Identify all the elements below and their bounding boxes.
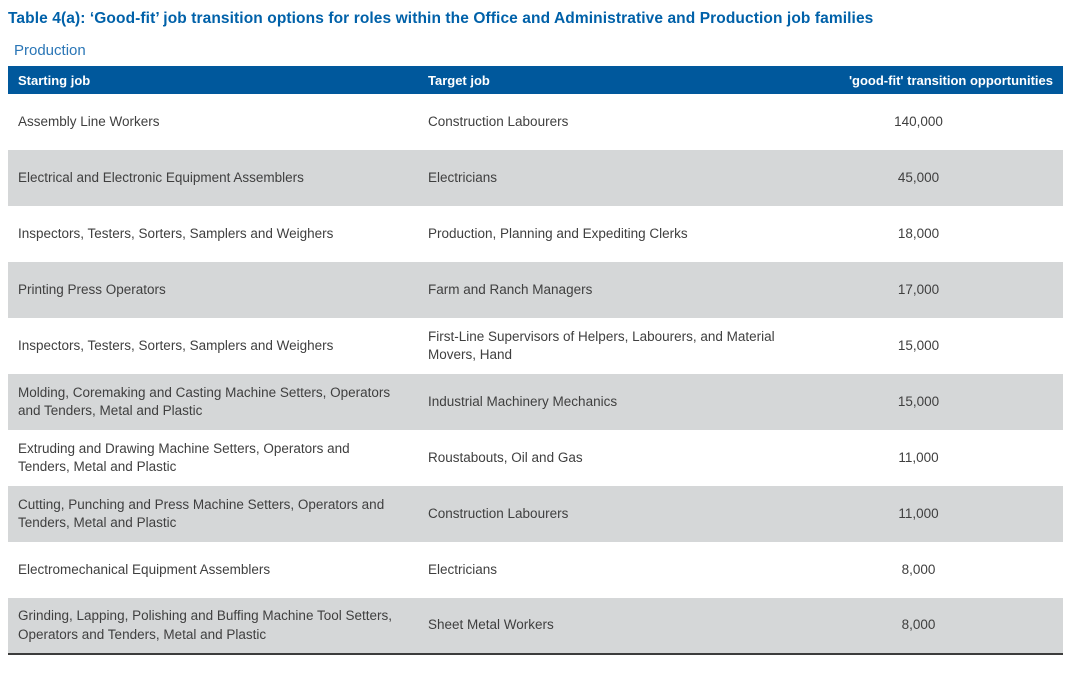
opportunities-cell: 11,000	[830, 486, 1063, 542]
target-job-cell: Electricians	[428, 561, 498, 577]
starting-job-cell: Inspectors, Testers, Sorters, Samplers a…	[18, 225, 334, 241]
table-row: Molding, Coremaking and Casting Machine …	[8, 374, 1063, 430]
starting-job-cell: Printing Press Operators	[8, 262, 418, 318]
table-row: Assembly Line Workers Construction Labour…	[8, 94, 1063, 150]
target-job-cell: Sheet Metal Workers	[418, 598, 830, 654]
job-transition-table: Starting job Target job 'good-fit' trans…	[8, 66, 1063, 655]
opportunities-cell: 8,000	[901, 561, 936, 577]
opportunities-cell: 140,000	[894, 113, 943, 129]
table-row: Electromechanical Equipment Assemblers El…	[8, 542, 1063, 598]
table-title: Table 4(a): ‘Good-fit’ job transition op…	[8, 10, 874, 27]
target-job-cell: Construction Labourers	[418, 486, 830, 542]
target-job-cell: Electricians	[418, 150, 830, 206]
starting-job-cell: Electromechanical Equipment Assemblers	[18, 561, 271, 577]
target-job-cell: Industrial Machinery Mechanics	[418, 374, 830, 430]
table-row: Electrical and Electronic Equipment Asse…	[8, 150, 1063, 206]
starting-job-cell: Grinding, Lapping, Polishing and Buffing…	[8, 598, 418, 654]
starting-job-cell: Extruding and Drawing Machine Setters, O…	[18, 440, 350, 474]
section-label-production: Production	[14, 42, 86, 59]
header-opportunities: 'good-fit' transition opportunities	[830, 66, 1063, 94]
starting-job-cell: Electrical and Electronic Equipment Asse…	[8, 150, 418, 206]
opportunities-cell: 17,000	[830, 262, 1063, 318]
starting-job-cell: Assembly Line Workers	[18, 113, 160, 129]
starting-job-cell: Molding, Coremaking and Casting Machine …	[8, 374, 418, 430]
opportunities-cell: 11,000	[898, 449, 939, 465]
table-body: Assembly Line Workers Construction Labour…	[8, 94, 1063, 654]
opportunities-cell: 18,000	[897, 225, 940, 241]
header-target-job: Target job	[418, 66, 830, 94]
table-row: Inspectors, Testers, Sorters, Samplers a…	[8, 206, 1063, 262]
table-row: Printing Press Operators Farm and Ranch M…	[8, 262, 1063, 318]
opportunities-cell: 45,000	[830, 150, 1063, 206]
table-row: Grinding, Lapping, Polishing and Buffing…	[8, 598, 1063, 654]
opportunities-cell: 8,000	[830, 598, 1063, 654]
target-job-cell: Roustabouts, Oil and Gas	[428, 449, 583, 465]
header-starting-job: Starting job	[8, 66, 418, 94]
target-job-cell: Production, Planning and Expediting Cler…	[428, 225, 688, 241]
opportunities-cell: 15,000	[897, 337, 940, 353]
table-header-row: Starting job Target job 'good-fit' trans…	[8, 66, 1063, 94]
target-job-cell: Farm and Ranch Managers	[418, 262, 830, 318]
starting-job-cell: Inspectors, Testers, Sorters, Samplers a…	[18, 337, 334, 353]
target-job-cell: Construction Labourers	[428, 113, 569, 129]
starting-job-cell: Cutting, Punching and Press Machine Sett…	[8, 486, 418, 542]
table-row: Cutting, Punching and Press Machine Sett…	[8, 486, 1063, 542]
table-row: Extruding and Drawing Machine Setters, O…	[8, 430, 1063, 486]
opportunities-cell: 15,000	[830, 374, 1063, 430]
target-job-cell: First-Line Supervisors of Helpers, Labou…	[428, 328, 775, 362]
table-row: Inspectors, Testers, Sorters, Samplers a…	[8, 318, 1063, 374]
